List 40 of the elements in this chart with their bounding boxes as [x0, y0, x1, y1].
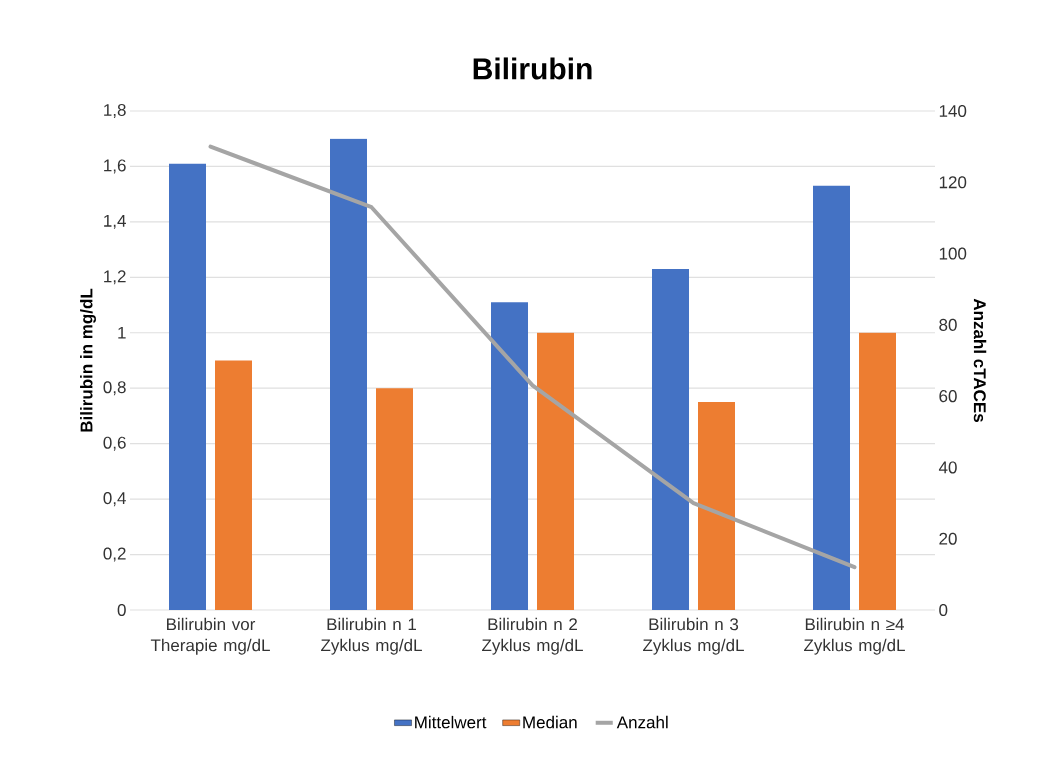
x-tick-label: Bilirubin vor Therapie mg/dL	[150, 617, 270, 655]
bar	[215, 360, 252, 610]
legend-label: Anzahl	[616, 715, 668, 729]
y-tick-label: 0,2	[103, 547, 126, 562]
y2-tick-label: 100	[939, 247, 967, 260]
y2-axis-title: Anzahl cTACEs	[973, 298, 987, 422]
legend-label: Mittelwert	[415, 715, 487, 729]
y2-tick-label: 80	[939, 318, 957, 331]
bar	[491, 302, 528, 610]
bar	[169, 163, 206, 610]
y2-tick-label: 20	[939, 532, 957, 545]
x-tick-label: Bilirubin n 2 Zyklus mg/dL	[482, 617, 583, 655]
y2-tick-label: 140	[939, 104, 967, 118]
y-tick-label: 1	[118, 326, 126, 339]
y-tick-label: 0,6	[103, 436, 126, 451]
x-tick-label: Bilirubin n 1 Zyklus mg/dL	[321, 617, 422, 655]
y-tick-label: 1,2	[104, 270, 126, 285]
bar	[537, 332, 574, 610]
bar	[652, 269, 689, 610]
y-axis-title: Bilirubin in mg/dL	[80, 288, 96, 432]
y-tick-label: 1,4	[104, 214, 126, 229]
y-tick-label: 1,6	[104, 159, 126, 174]
y2-tick-label: 0	[939, 603, 948, 617]
y-tick-label: 0	[117, 603, 126, 617]
y2-tick-label: 120	[939, 176, 967, 189]
bar	[330, 138, 367, 610]
bar	[376, 388, 413, 610]
y2-tick-label: 40	[938, 461, 957, 474]
y-tick-label: 1,8	[104, 103, 126, 119]
legend-label: Median	[523, 715, 577, 729]
y-tick-label: 0,8	[103, 381, 126, 396]
y2-tick-label: 60	[939, 390, 957, 403]
x-tick-label: Bilirubin n ≥4 Zyklus mg/dL	[804, 617, 905, 655]
bar	[859, 332, 896, 610]
y-tick-label: 0,4	[103, 492, 126, 507]
bar	[813, 185, 850, 610]
chart-title: Bilirubin	[473, 57, 592, 80]
line-series	[208, 144, 857, 570]
bar	[698, 402, 735, 610]
x-tick-label: Bilirubin n 3 Zyklus mg/dL	[643, 617, 744, 655]
